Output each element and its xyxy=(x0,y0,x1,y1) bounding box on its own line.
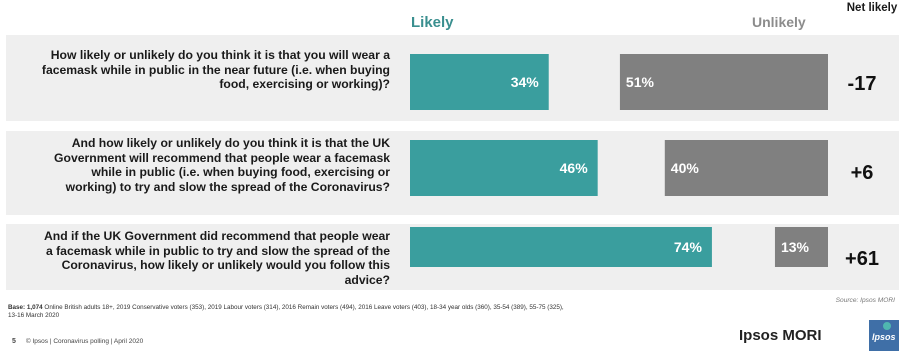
question-2: And how likely or unlikely do you think … xyxy=(54,136,390,194)
footnote: Base: 1,074 Online British adults 18+, 2… xyxy=(8,304,568,320)
footnote-text: Online British adults 18+, 2019 Conserva… xyxy=(8,304,564,319)
top-strip xyxy=(0,0,899,6)
header-unlikely: Unlikely xyxy=(752,14,806,30)
unlikely-label-3: 13% xyxy=(781,239,810,255)
question-1: How likely or unlikely do you think it i… xyxy=(41,48,390,91)
likely-label-3: 74% xyxy=(674,239,703,255)
net-likely-value-2: +6 xyxy=(851,162,874,184)
header-net-likely: Net likely xyxy=(846,2,898,14)
likely-bar-1 xyxy=(410,54,549,110)
unlikely-bar-3 xyxy=(774,227,828,267)
unlikely-bar-1 xyxy=(619,54,828,110)
question-3: And if the UK Government did recommend t… xyxy=(43,229,390,287)
likely-bar-2 xyxy=(410,140,598,196)
header-likely: Likely xyxy=(411,14,454,31)
net-likely-value-3: +61 xyxy=(845,248,879,270)
likely-bar-3 xyxy=(410,227,712,267)
source-note: Source: Ipsos MORI xyxy=(835,297,895,304)
ipsos-logo: Ipsos xyxy=(869,320,899,351)
logo-text: Ipsos xyxy=(872,332,896,342)
likely-label-1: 34% xyxy=(511,74,540,90)
page-number: 5 xyxy=(12,338,16,345)
footer: 5 © Ipsos | Coronavirus polling | April 2… xyxy=(12,338,143,345)
brand-name: Ipsos MORI xyxy=(739,327,822,344)
likely-label-2: 46% xyxy=(560,160,589,176)
unlikely-bar-2 xyxy=(664,140,828,196)
logo-dot xyxy=(883,322,891,330)
unlikely-label-1: 51% xyxy=(626,74,655,90)
bar-chart: 34% 51% -17 46% 40% +6 74% 13% +61 xyxy=(410,54,879,270)
footer-text: © Ipsos | Coronavirus polling | April 20… xyxy=(25,338,144,345)
footnote-base: Base: 1,074 xyxy=(8,304,43,311)
net-likely-value-1: -17 xyxy=(848,73,877,95)
unlikely-label-2: 40% xyxy=(671,160,700,176)
